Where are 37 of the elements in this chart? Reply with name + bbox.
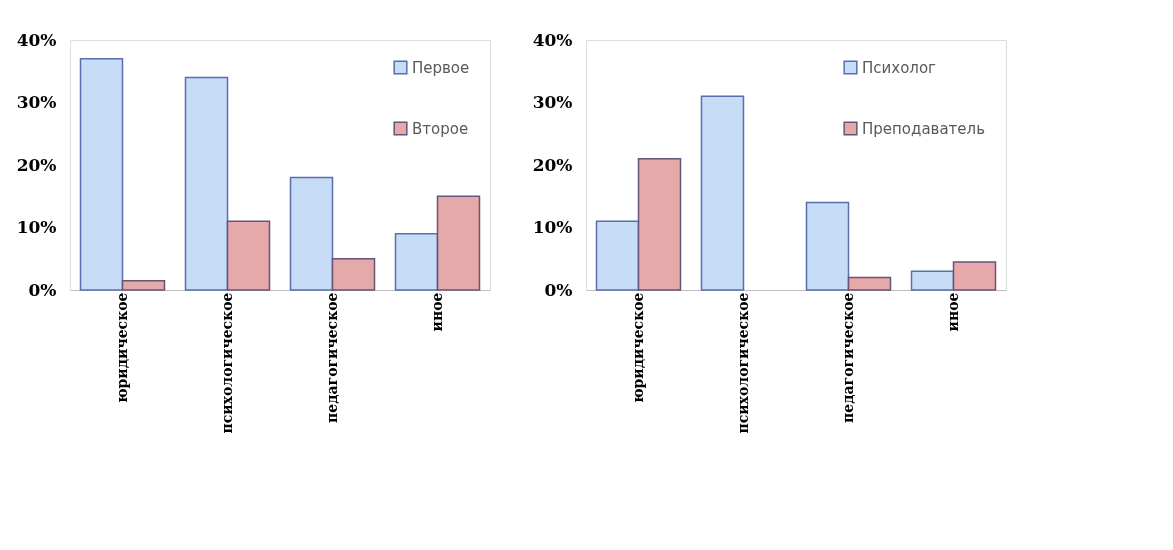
legend-label: Преподаватель <box>862 119 986 138</box>
y-tick-label: 10% <box>532 217 573 237</box>
bar <box>700 95 745 291</box>
legend-label: Психолог <box>862 58 937 77</box>
bar <box>79 58 124 291</box>
x-tick-label: психологическое <box>218 292 235 434</box>
bar <box>121 279 166 291</box>
y-tick-label: 20% <box>16 154 57 175</box>
y-tick-label: 40% <box>532 29 573 50</box>
y-tick-label: 40% <box>16 29 57 50</box>
y-tick-label: 30% <box>532 92 573 112</box>
y-tick-label: 20% <box>532 154 573 175</box>
bar <box>952 261 997 291</box>
bar <box>394 233 439 291</box>
y-tick-label: 10% <box>16 217 57 237</box>
x-tick-label: педагогическое <box>839 292 856 423</box>
bar <box>184 76 229 291</box>
bar <box>331 258 376 291</box>
x-tick-label: психологическое <box>734 292 751 434</box>
x-tick-label: педагогическое <box>323 292 340 423</box>
bar <box>805 201 850 291</box>
legend-label: Первое <box>412 58 470 77</box>
y-tick-label: 30% <box>16 92 57 112</box>
bar <box>436 195 481 291</box>
bar <box>637 158 682 291</box>
bar <box>289 176 334 291</box>
legend-label: Второе <box>412 119 469 138</box>
x-tick-label: юридическое <box>629 292 646 403</box>
bar <box>910 270 955 291</box>
bar <box>226 220 271 291</box>
bar <box>847 276 892 291</box>
y-tick-label: 0% <box>28 279 57 300</box>
y-tick-label: 0% <box>544 279 573 300</box>
x-tick-label: иное <box>944 292 961 332</box>
bar <box>595 220 640 291</box>
x-tick-label: юридическое <box>113 292 130 403</box>
x-tick-label: иное <box>428 292 445 332</box>
